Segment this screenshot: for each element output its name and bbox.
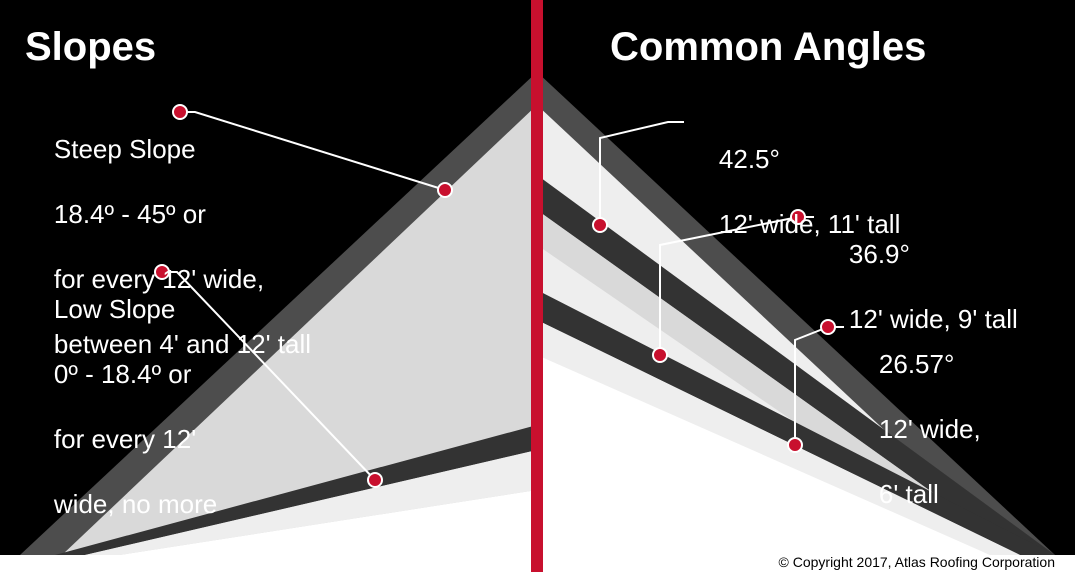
low-slope-line1: 0º - 18.4º or: [54, 359, 192, 389]
low-slope-line2: for every 12': [54, 424, 196, 454]
angle-36-value: 36.9°: [849, 239, 910, 269]
diagram-root: Slopes Common Angles Steep Slope 18.4º -…: [0, 0, 1075, 572]
steep-slope-line1: 18.4º - 45º or: [54, 199, 206, 229]
low-slope-line3: wide, no more: [54, 489, 217, 519]
angle-26-label: 26.57° 12' wide, 6' tall: [850, 315, 981, 543]
angle-26-desc1: 12' wide,: [879, 414, 981, 444]
steep-slope-heading: Steep Slope: [54, 134, 196, 164]
copyright-text: © Copyright 2017, Atlas Roofing Corporat…: [779, 554, 1055, 570]
right-title: Common Angles: [610, 22, 926, 72]
low-slope-line4: than 4' tall: [54, 554, 172, 572]
angle-42-value: 42.5°: [719, 144, 780, 174]
angle-26-value: 26.57°: [879, 349, 954, 379]
low-slope-heading: Low Slope: [54, 294, 175, 324]
low-slope-label: Low Slope 0º - 18.4º or for every 12' wi…: [25, 260, 217, 572]
angle-26-desc2: 6' tall: [879, 479, 939, 509]
left-title: Slopes: [25, 22, 156, 72]
